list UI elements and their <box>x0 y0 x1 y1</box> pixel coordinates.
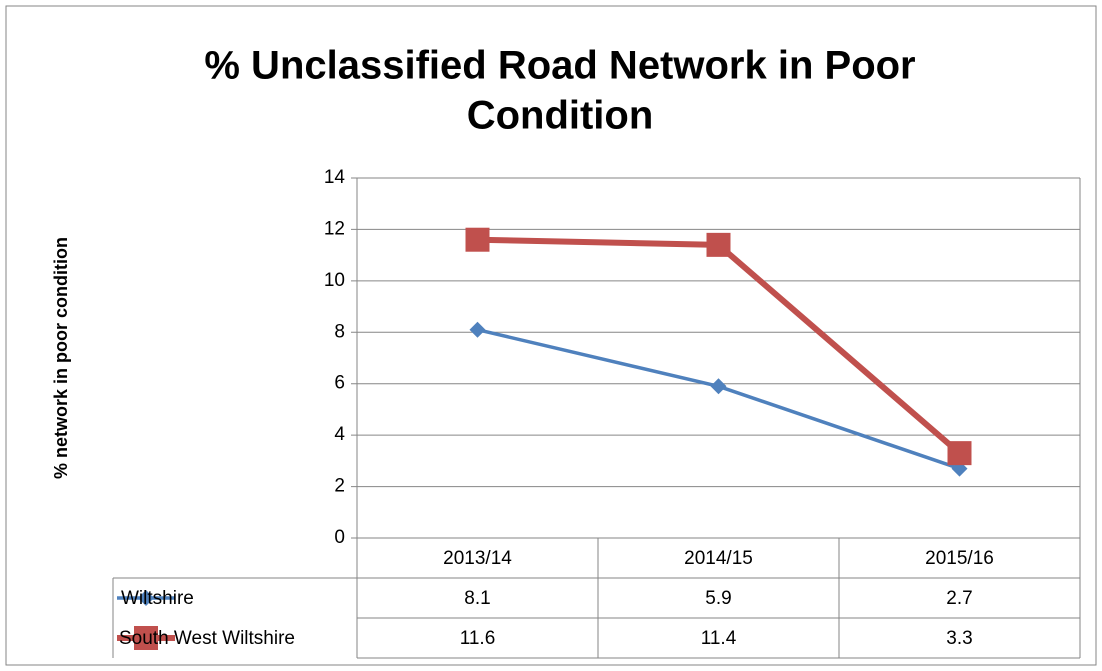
table-value: 3.3 <box>946 628 972 649</box>
chart-title: % Unclassified Road Network in Poor <box>204 44 915 88</box>
data-point <box>469 321 486 338</box>
x-tick-label: 2014/15 <box>684 548 753 569</box>
table-value: 11.6 <box>460 628 496 649</box>
legend-key-marker <box>134 626 158 650</box>
y-tick-label: 2 <box>334 476 345 497</box>
chart-title: Condition <box>467 94 654 138</box>
y-tick-label: 14 <box>324 167 346 188</box>
table-value: 5.9 <box>705 588 731 609</box>
y-tick-label: 12 <box>324 218 345 239</box>
table-value: 2.7 <box>946 588 972 609</box>
chart-frame <box>5 5 1097 666</box>
data-point <box>947 441 972 466</box>
table-value: 11.4 <box>701 628 737 649</box>
table-value: 8.1 <box>464 588 490 609</box>
legend-label: South West Wiltshire <box>119 628 295 649</box>
y-axis-label: % network in poor condition <box>51 237 71 479</box>
data-point <box>706 232 731 257</box>
x-tick-label: 2013/14 <box>443 548 512 569</box>
y-tick-label: 4 <box>334 424 345 445</box>
data-point <box>465 227 490 252</box>
y-tick-label: 8 <box>334 321 345 342</box>
legend-label: Wiltshire <box>121 588 194 609</box>
y-tick-label: 6 <box>334 373 345 394</box>
y-tick-label: 10 <box>324 270 345 291</box>
x-tick-label: 2015/16 <box>925 548 994 569</box>
legend-key-marker <box>138 590 154 606</box>
data-point <box>710 378 727 395</box>
y-tick-label: 0 <box>334 527 345 548</box>
